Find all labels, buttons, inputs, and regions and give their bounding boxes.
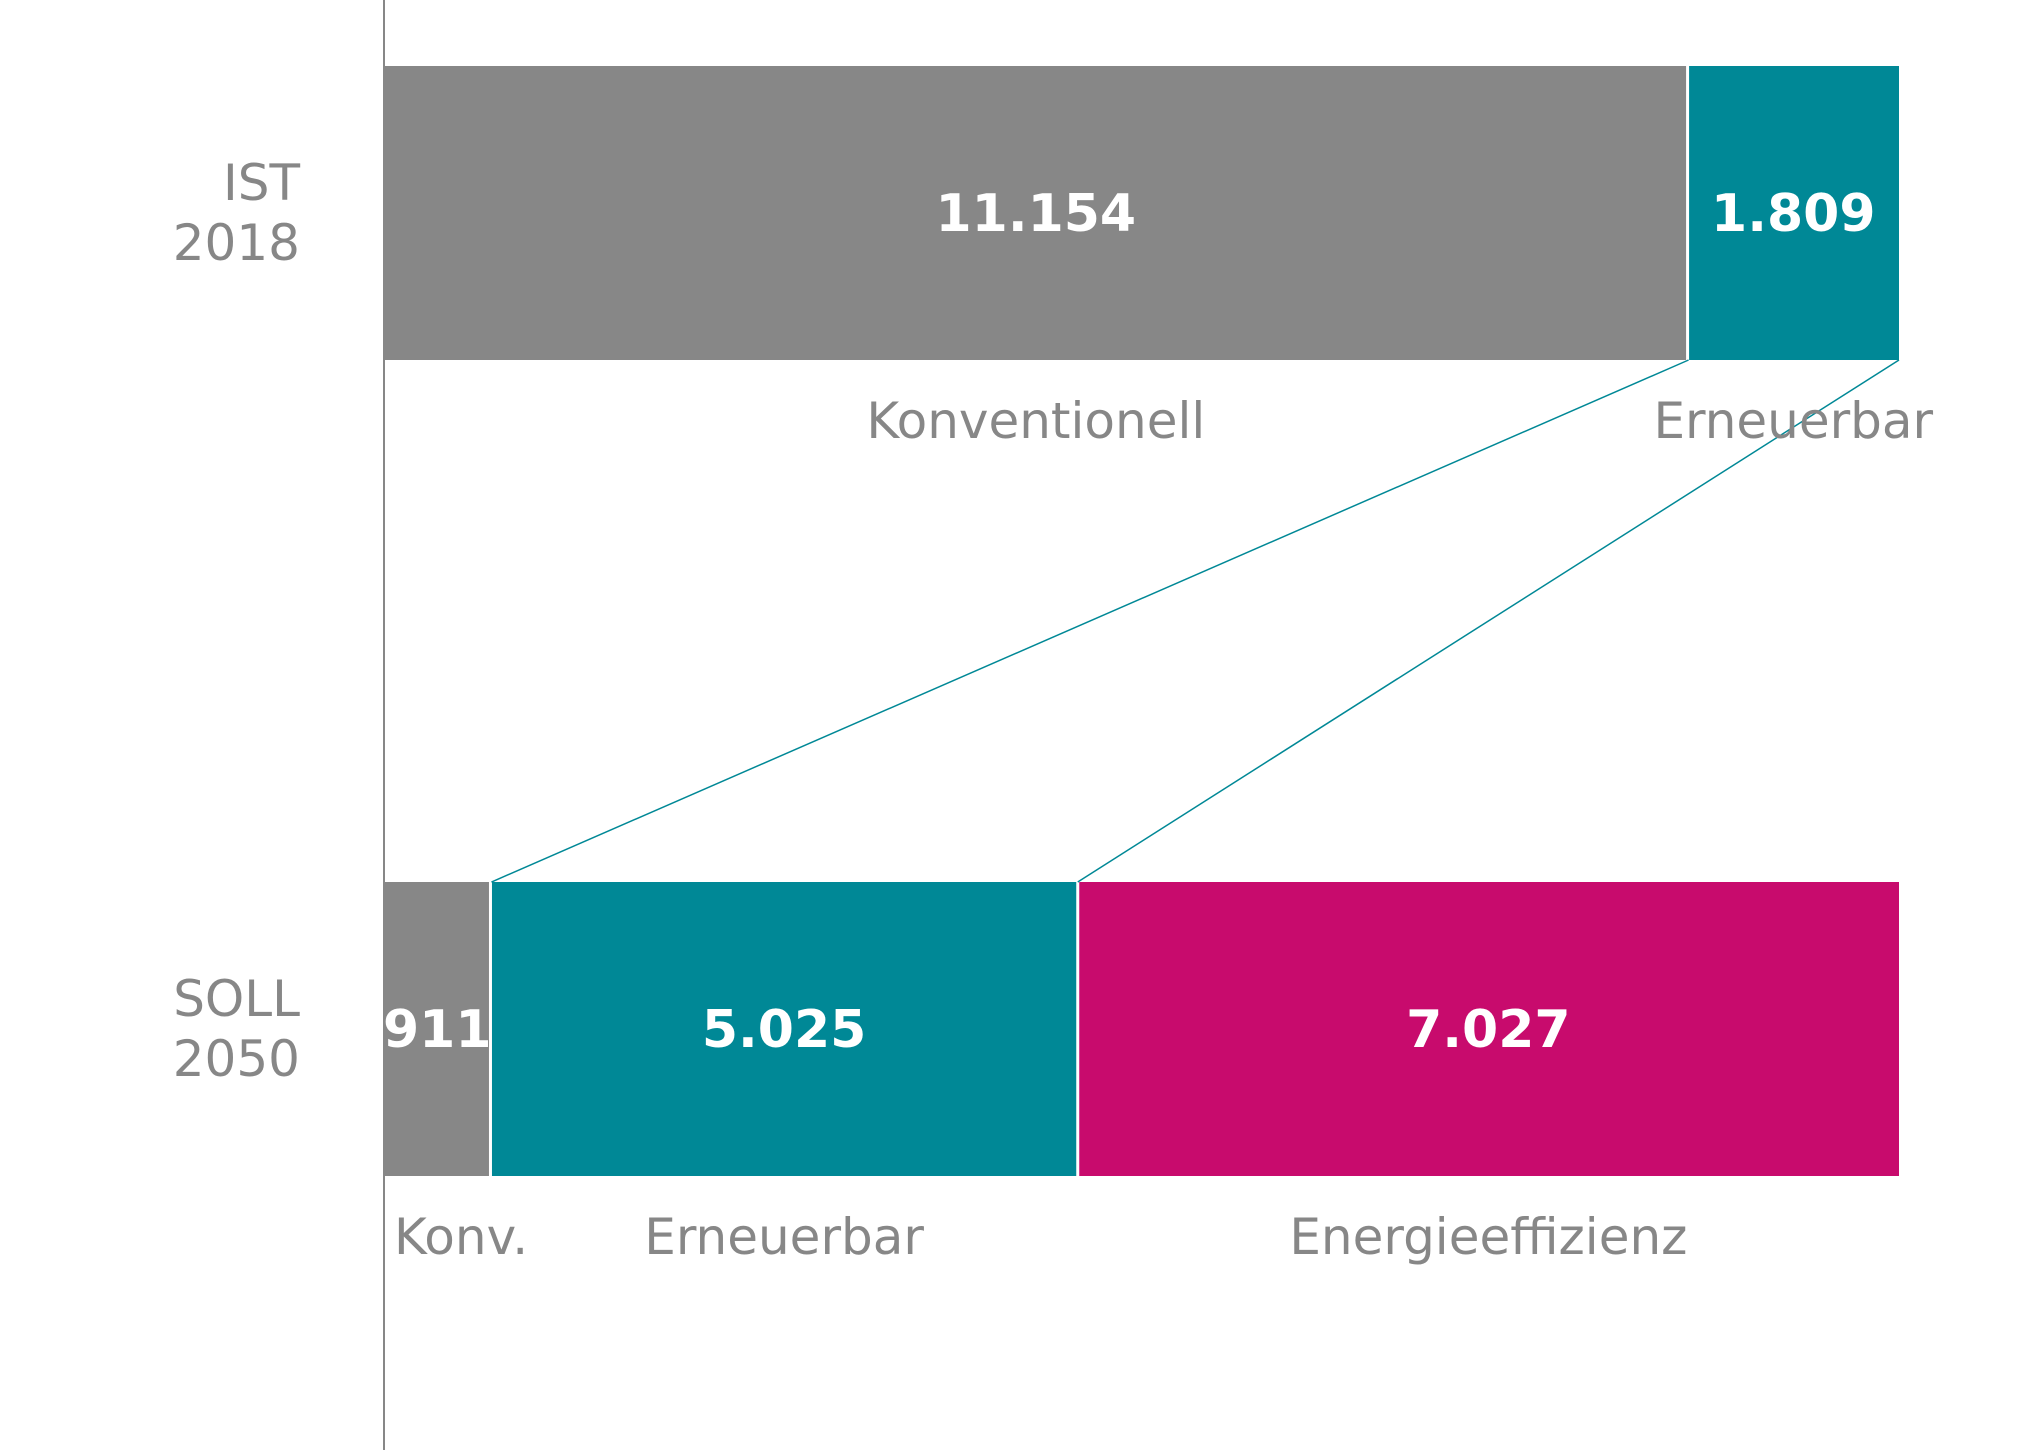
connector-line-right (1077, 359, 1900, 883)
bar-segment-1-0 (384, 882, 489, 1176)
segment-name-0-1: Erneuerbar (1653, 392, 1933, 450)
bar-segment-0-0 (384, 66, 1687, 360)
row-label-0-line2: 2018 (173, 214, 300, 272)
value-label-0-1: 1.809 (1711, 184, 1875, 244)
segment-name-1-0: Konv. (394, 1208, 528, 1266)
bar-segment-1-1 (491, 882, 1077, 1176)
connector-line-left (491, 359, 1689, 883)
bars-group (384, 66, 1899, 1176)
connector-lines (491, 359, 1900, 883)
segment-name-0-0: Konventionell (866, 392, 1205, 450)
row-label-1-line1: SOLL (173, 970, 300, 1028)
value-label-0-0: 11.154 (935, 184, 1136, 244)
segment-name-1-1: Erneuerbar (644, 1208, 924, 1266)
bar-segment-1-2 (1079, 882, 1899, 1176)
row-label-1-line2: 2050 (173, 1030, 300, 1088)
segment-name-1-2: Energieeffizienz (1289, 1208, 1687, 1266)
value-label-1-0: 911 (383, 1000, 492, 1060)
value-label-1-1: 5.025 (702, 1000, 866, 1060)
bar-segment-0-1 (1689, 66, 1899, 360)
labels-group: 11.154 Konventionell 1.809 Erneuerbar IST201… (173, 154, 1934, 1266)
row-label-0-line1: IST (223, 154, 300, 212)
value-label-1-2: 7.027 (1406, 1000, 1570, 1060)
